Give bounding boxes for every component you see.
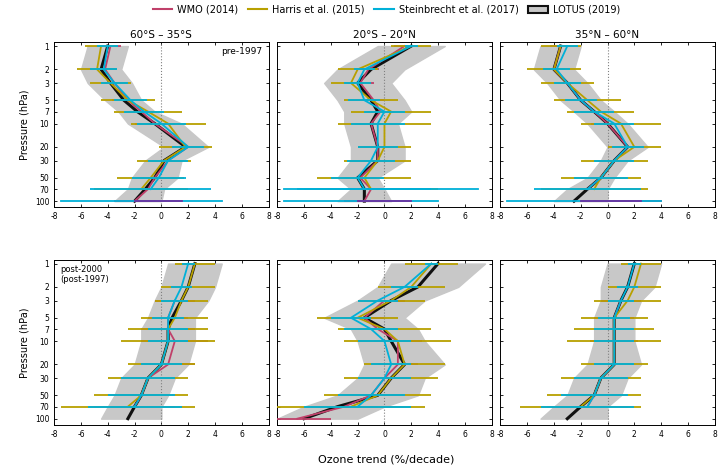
Title: 60°S – 35°S: 60°S – 35°S bbox=[131, 30, 192, 40]
Title: 20°S – 20°N: 20°S – 20°N bbox=[353, 30, 416, 40]
Legend: WMO (2014), Harris et al. (2015), Steinbrecht et al. (2017), LOTUS (2019): WMO (2014), Harris et al. (2015), Steinb… bbox=[152, 5, 620, 15]
Text: post-2000
(post-1997): post-2000 (post-1997) bbox=[61, 265, 109, 284]
Y-axis label: Pressure (hPa): Pressure (hPa) bbox=[19, 307, 29, 378]
Title: 35°N – 60°N: 35°N – 60°N bbox=[575, 30, 640, 40]
Y-axis label: Pressure (hPa): Pressure (hPa) bbox=[19, 90, 29, 160]
Text: pre-1997: pre-1997 bbox=[221, 47, 262, 57]
Text: Ozone trend (%/decade): Ozone trend (%/decade) bbox=[318, 455, 454, 465]
